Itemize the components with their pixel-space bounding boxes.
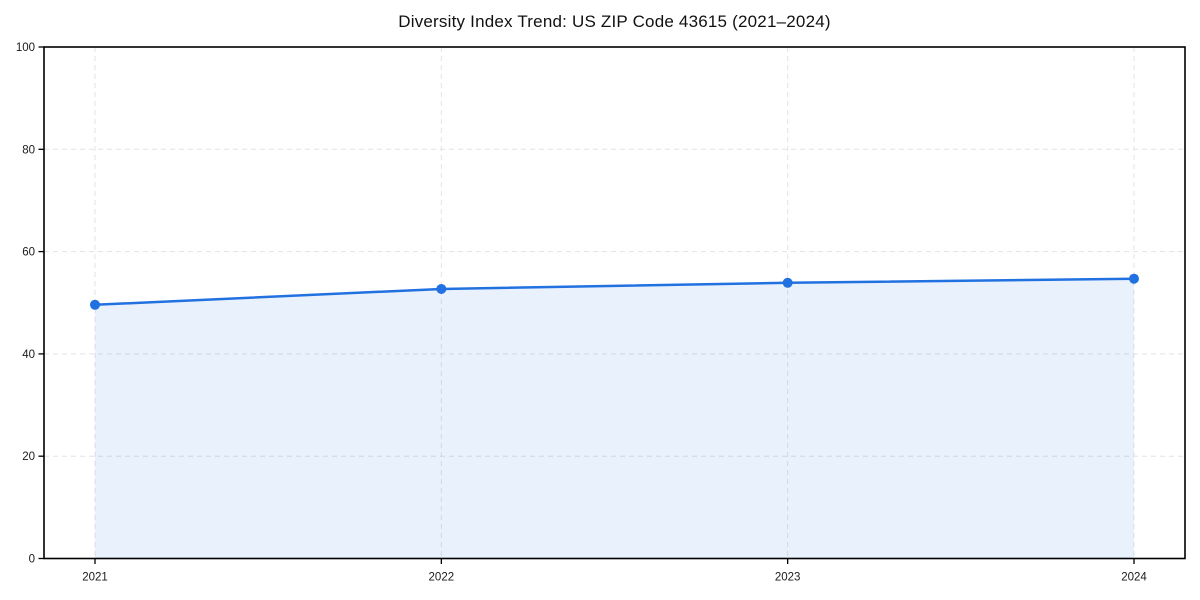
plot-border (43, 46, 1186, 560)
y-tick-label: 40 (22, 349, 35, 361)
x-tick-label: 2022 (429, 572, 455, 584)
y-tick-label: 0 (29, 554, 35, 566)
data-point-2024 (1129, 273, 1139, 284)
y-tick-label: 80 (22, 144, 35, 156)
x-tick-label: 2021 (82, 572, 108, 584)
area-fill (95, 278, 1134, 559)
y-tick-label: 100 (16, 42, 35, 54)
x-tick-label: 2024 (1121, 572, 1147, 584)
y-tick-label: 20 (22, 451, 35, 463)
data-point-2023 (782, 277, 793, 288)
trend-line (93, 277, 1136, 307)
x-tick-label: 2023 (775, 572, 801, 584)
chart-title: Diversity Index Trend: US ZIP Code 43615… (398, 12, 831, 31)
data-point-2022 (436, 283, 447, 294)
data-point-2021 (90, 299, 100, 310)
y-tick-label: 60 (22, 247, 35, 259)
